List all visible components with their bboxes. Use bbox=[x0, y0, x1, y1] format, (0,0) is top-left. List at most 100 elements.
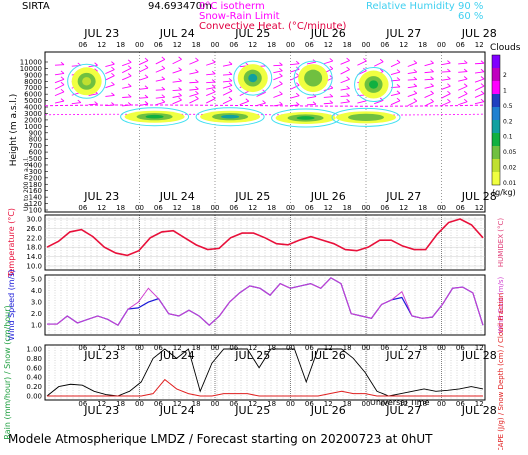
hour-tick-label: 12 bbox=[248, 41, 257, 49]
wind-arrow bbox=[290, 68, 300, 73]
hour-tick-label: 18 bbox=[116, 204, 125, 212]
day-label: JUL 23 bbox=[83, 404, 119, 417]
wind-arrow-head bbox=[279, 91, 283, 95]
hour-tick-label: 18 bbox=[192, 41, 201, 49]
hour-tick-label: 18 bbox=[267, 344, 276, 352]
wind-arrow-head bbox=[463, 60, 468, 64]
hour-tick-label: 00 bbox=[135, 400, 144, 408]
wind-arrow bbox=[205, 98, 216, 104]
y-tick-label: 1.00 bbox=[26, 346, 42, 354]
wind-arrow bbox=[138, 97, 149, 99]
colorbar-cell bbox=[492, 94, 500, 107]
wind-arrow bbox=[88, 64, 98, 68]
wind-arrow-head bbox=[295, 92, 300, 97]
hour-tick-label: 06 bbox=[229, 344, 238, 352]
wind-arrow bbox=[273, 103, 283, 107]
cloud-patch-core bbox=[82, 77, 92, 86]
wind-arrow bbox=[189, 60, 199, 65]
height-tick-label: 140 bbox=[29, 194, 42, 202]
hour-tick-label: 12 bbox=[97, 204, 106, 212]
hour-tick-label: 18 bbox=[343, 400, 352, 408]
wind-arrow-head bbox=[346, 66, 350, 70]
hour-tick-label: 00 bbox=[286, 344, 295, 352]
hour-tick-label: 18 bbox=[343, 344, 352, 352]
hour-tick-label: 12 bbox=[324, 204, 333, 212]
wind-arrow bbox=[105, 75, 115, 81]
hour-tick-label: 06 bbox=[305, 344, 314, 352]
y-tick-label: 1.0 bbox=[31, 322, 42, 330]
hour-tick-label: 06 bbox=[456, 344, 465, 352]
wind-arrow-head bbox=[94, 101, 98, 105]
cloud-patch-core bbox=[145, 114, 164, 119]
wind-arrow-head bbox=[463, 83, 468, 87]
wind-arrow-head bbox=[262, 100, 266, 104]
day-label: JUL 24 bbox=[159, 349, 195, 362]
hour-tick-label: 00 bbox=[362, 400, 371, 408]
wind-arrow-head bbox=[245, 98, 250, 102]
wind-arrow-head bbox=[195, 69, 199, 73]
station-coords: 94.693470m bbox=[148, 1, 212, 12]
colorbar-tick-label: 2 bbox=[503, 72, 507, 79]
wind-arrow bbox=[273, 64, 283, 67]
hour-tick-label: 06 bbox=[380, 204, 389, 212]
cloud-patch-core bbox=[357, 115, 375, 120]
wind-arrow bbox=[441, 101, 451, 107]
wind-arrow bbox=[340, 78, 350, 84]
wind-arrow-head bbox=[211, 79, 216, 83]
wind-arrow-head bbox=[144, 57, 149, 61]
hour-tick-label: 06 bbox=[305, 41, 314, 49]
day-label: JUL 28 bbox=[461, 27, 497, 40]
hour-tick-label: 18 bbox=[116, 400, 125, 408]
wind-arrow bbox=[424, 101, 434, 107]
wind-arrow bbox=[458, 78, 468, 82]
wind-arrow-head bbox=[127, 65, 132, 69]
hour-tick-label: 12 bbox=[97, 400, 106, 408]
wind-arrow-head bbox=[346, 93, 350, 97]
wind-arrow bbox=[122, 96, 132, 98]
y-tick-label: 22.0 bbox=[26, 234, 42, 242]
wind-panel-ylabel: Wind Speed (m/s) bbox=[7, 269, 16, 340]
wind-arrow-head bbox=[463, 98, 468, 103]
wind-arrow-head bbox=[447, 90, 451, 95]
colorbar-frame bbox=[491, 54, 501, 186]
wind-arrow-head bbox=[195, 90, 199, 95]
day-label: JUL 27 bbox=[385, 349, 421, 362]
hour-tick-label: 06 bbox=[154, 400, 163, 408]
hour-tick-label: 00 bbox=[362, 204, 371, 212]
wind-arrow bbox=[105, 69, 115, 75]
humidity-contour bbox=[331, 107, 401, 127]
universal-time-label: Universal Time bbox=[370, 398, 430, 407]
wind-arrow bbox=[189, 88, 199, 91]
colorbar-cell bbox=[492, 172, 500, 185]
hour-tick-label: 12 bbox=[173, 400, 182, 408]
wind-arrow bbox=[390, 92, 401, 97]
wind-arrow bbox=[121, 67, 132, 74]
wind-arrow-head bbox=[262, 89, 266, 93]
wind-arrow-head bbox=[430, 83, 434, 87]
rain-panel-series-0 bbox=[46, 348, 484, 397]
rain-panel-ylabel: Rain (mm/hour) / Snow (cm/hour) bbox=[3, 305, 12, 439]
wind-arrow bbox=[206, 86, 216, 90]
hour-tick-label: 18 bbox=[267, 41, 276, 49]
cloud-patch-core bbox=[221, 114, 240, 119]
hour-tick-label: 12 bbox=[399, 344, 408, 352]
wind-arrow-head bbox=[279, 81, 283, 85]
day-label: JUL 25 bbox=[234, 27, 270, 40]
height-tick-label: 700 bbox=[29, 142, 42, 150]
wind-arrow-head bbox=[111, 66, 115, 70]
wind-arrow bbox=[474, 78, 485, 83]
wind-arrow-head bbox=[161, 94, 166, 98]
hour-tick-label: 18 bbox=[418, 344, 427, 352]
wind-arrow bbox=[54, 91, 65, 97]
temperature-panel-series-0 bbox=[46, 218, 484, 257]
wind-arrow bbox=[189, 93, 199, 97]
wind-arrow-head bbox=[480, 60, 485, 64]
wind-arrow-head bbox=[295, 101, 300, 106]
hour-tick-label: 12 bbox=[248, 204, 257, 212]
wind-arrow bbox=[155, 89, 165, 91]
wind-arrow bbox=[206, 81, 216, 84]
y-tick-label: 30.0 bbox=[26, 216, 42, 224]
wind-arrow bbox=[105, 63, 115, 67]
wind-arrow-head bbox=[60, 76, 65, 80]
wind-arrow-head bbox=[447, 60, 451, 64]
